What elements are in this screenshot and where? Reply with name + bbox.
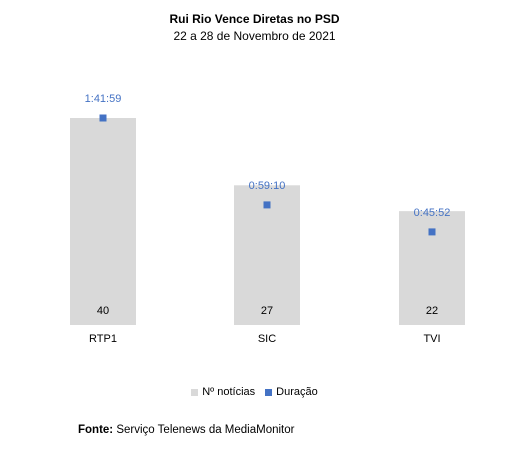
bar-rtp1 [70, 118, 136, 325]
chart-plot: 40 1:41:59 RTP1 27 0:59:10 SIC 22 0:45:52 TVI [70, 93, 465, 345]
legend-item-duracao: Duração [265, 386, 318, 398]
chart-legend: Nº notícias Duração [0, 386, 509, 398]
bar-sic [234, 185, 300, 325]
legend-label-noticias: Nº notícias [202, 386, 256, 398]
duration-label-rtp1: 1:41:59 [85, 93, 122, 105]
marker-rtp1 [99, 114, 107, 122]
chart-subtitle: 22 a 28 de Novembro de 2021 [173, 29, 336, 43]
legend-swatch-duracao [265, 388, 273, 396]
chart-title: Rui Rio Vence Diretas no PSD [169, 12, 340, 26]
x-tick-label-tvi: TVI [423, 333, 440, 345]
duration-label-tvi: 0:45:52 [414, 207, 451, 219]
bar-value-label-tvi: 22 [426, 305, 438, 317]
source-note: Fonte: Serviço Telenews da MediaMonitor [78, 424, 294, 436]
source-label: Fonte: [78, 424, 114, 436]
x-tick-label-rtp1: RTP1 [89, 333, 117, 345]
x-tick-label-sic: SIC [258, 333, 276, 345]
legend-label-duracao: Duração [276, 386, 318, 398]
marker-sic [263, 201, 271, 209]
legend-swatch-noticias [191, 388, 199, 396]
marker-tvi [428, 228, 436, 236]
source-text: Serviço Telenews da MediaMonitor [116, 424, 295, 436]
bar-value-label-sic: 27 [261, 305, 273, 317]
duration-label-sic: 0:59:10 [249, 180, 286, 192]
legend-item-noticias: Nº notícias [191, 386, 255, 398]
bar-value-label-rtp1: 40 [97, 305, 109, 317]
